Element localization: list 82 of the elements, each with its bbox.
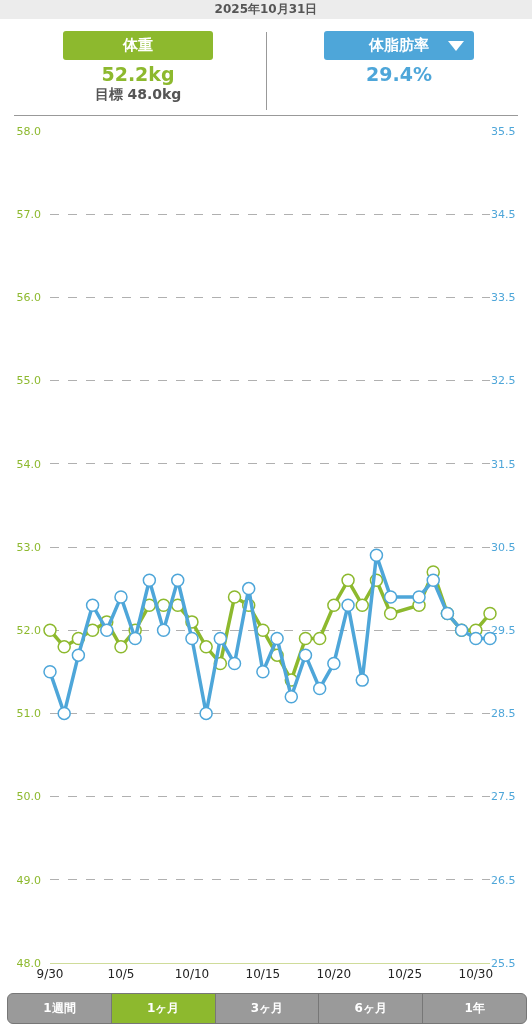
point [369, 548, 384, 563]
y2-tick-label: 30.5 [491, 540, 516, 554]
y-tick-label: 55.0 [16, 374, 41, 388]
y2-tick-label: 25.5 [491, 956, 516, 970]
x-tick-label: 10/5 [107, 967, 135, 982]
point [355, 598, 370, 612]
point [298, 631, 313, 646]
text: 1週間 [42, 1000, 77, 1017]
point [199, 706, 213, 721]
text: 1ヶ月 [110, 994, 215, 1023]
point [426, 573, 440, 588]
x-tick-label: 9/30 [36, 967, 64, 982]
y2-tick-label: 28.5 [491, 707, 516, 721]
point [57, 706, 71, 721]
point [85, 623, 100, 637]
point [156, 623, 171, 637]
y-tick-label: 56.0 [16, 291, 41, 305]
point [213, 631, 228, 646]
point [412, 590, 426, 604]
point [227, 590, 242, 604]
y2-tick-label: 35.5 [491, 124, 516, 138]
text: 体脂肪率 [324, 31, 474, 60]
point [327, 656, 341, 671]
y-tick-label: 51.0 [16, 707, 41, 721]
point [298, 648, 313, 662]
text: 目標 48.0kg [93, 86, 183, 104]
point [383, 606, 398, 621]
point [43, 665, 57, 679]
y-tick-label: 49.0 [16, 873, 41, 887]
point [312, 681, 327, 696]
y-tick-label: 48.0 [16, 956, 41, 970]
point [327, 598, 341, 612]
y-tick-label: 53.0 [16, 540, 41, 554]
point [142, 573, 157, 588]
y2-tick-label: 29.5 [491, 624, 516, 638]
y-tick-label: 54.0 [16, 457, 41, 471]
text: 29.4% [365, 63, 433, 85]
point [270, 631, 284, 646]
y2-tick-label: 34.5 [491, 208, 516, 222]
point [256, 623, 270, 637]
y-tick-label: 57.0 [16, 208, 41, 222]
point [256, 665, 270, 679]
text: 6ヶ月 [318, 994, 423, 1023]
y-tick-label: 58.0 [16, 124, 41, 138]
text: 52.2kg [100, 63, 176, 85]
point [185, 631, 199, 646]
point [284, 690, 299, 704]
y2-tick-label: 33.5 [491, 291, 516, 305]
point [199, 640, 213, 654]
text: 体重 [63, 31, 213, 60]
point [57, 640, 71, 654]
x-tick-label: 10/20 [316, 967, 352, 982]
point [241, 581, 256, 596]
y-tick-label: 52.0 [16, 624, 41, 638]
text: 1年 [422, 994, 526, 1023]
x-tick-label: 10/25 [387, 967, 423, 982]
point [227, 656, 242, 671]
y2-tick-label: 31.5 [491, 457, 516, 471]
point [341, 598, 355, 612]
point [114, 640, 128, 654]
point [43, 623, 57, 637]
y2-tick-label: 26.5 [491, 873, 516, 887]
point [71, 648, 86, 662]
x-tick-label: 10/10 [174, 967, 210, 982]
point [483, 606, 497, 621]
point [114, 590, 128, 604]
point [100, 623, 114, 637]
point [128, 631, 142, 646]
point [383, 590, 398, 604]
text: 3ヶ月 [214, 994, 319, 1023]
x-tick-label: 10/30 [458, 967, 494, 982]
point [355, 673, 370, 687]
point [85, 598, 100, 612]
point [312, 631, 327, 646]
point [469, 631, 483, 646]
y-tick-label: 50.0 [16, 790, 41, 804]
x-tick-label: 10/15 [245, 967, 281, 982]
point [341, 573, 355, 588]
point [171, 573, 185, 588]
y2-tick-label: 27.5 [491, 790, 516, 804]
y2-tick-label: 32.5 [491, 374, 516, 388]
chart-title: 2025年10月31日 [0, 0, 532, 19]
